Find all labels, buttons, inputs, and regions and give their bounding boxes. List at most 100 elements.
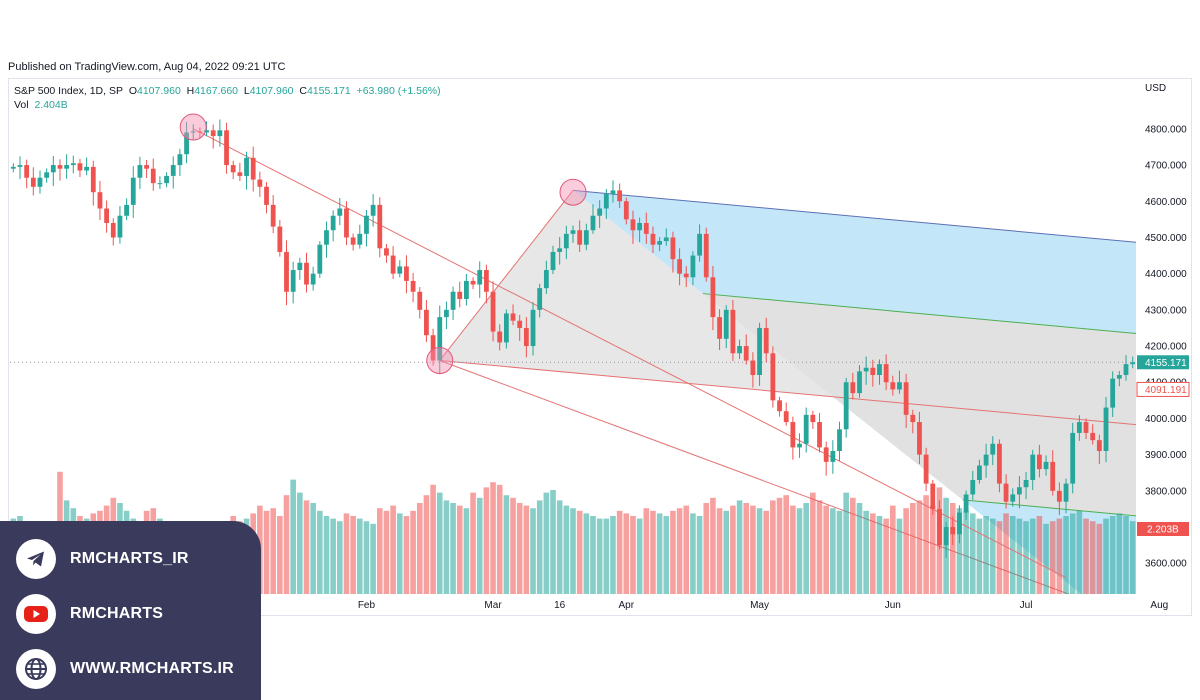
volume-bar bbox=[317, 510, 323, 594]
volume-bar bbox=[523, 505, 530, 594]
candle-body bbox=[563, 233, 569, 249]
volume-bar bbox=[543, 492, 550, 594]
time-axis-label: Jun bbox=[885, 600, 901, 611]
candle-body bbox=[803, 414, 809, 444]
volume-bar bbox=[1016, 518, 1023, 594]
website-row[interactable]: WWW.RMCHARTS.IR bbox=[16, 649, 234, 689]
price-tick-label: 4500.000 bbox=[1145, 233, 1187, 244]
candle-body bbox=[130, 177, 136, 205]
volume-bar bbox=[516, 503, 523, 594]
candle-body bbox=[890, 382, 896, 390]
candle-body bbox=[384, 248, 389, 256]
candle-body bbox=[1010, 494, 1016, 502]
candle-body bbox=[577, 230, 583, 245]
volume-bar bbox=[816, 500, 823, 594]
candle-body bbox=[537, 288, 543, 310]
candle-body bbox=[217, 130, 223, 137]
candle-body bbox=[517, 320, 523, 328]
volume-bar bbox=[277, 516, 283, 594]
candle-body bbox=[903, 382, 909, 415]
candle-body bbox=[490, 291, 496, 332]
volume-tag bbox=[1137, 522, 1189, 536]
candle-body bbox=[650, 233, 656, 245]
volume-bar bbox=[283, 495, 290, 594]
candle-body bbox=[397, 266, 403, 274]
volume-bar bbox=[1056, 518, 1063, 594]
telegram-row[interactable]: RMCHARTS_IR bbox=[16, 539, 189, 579]
candle-body bbox=[550, 251, 556, 271]
candle-body bbox=[297, 262, 303, 271]
candle-body bbox=[503, 313, 509, 343]
volume-bar bbox=[1083, 518, 1089, 594]
volume-bar bbox=[330, 518, 336, 594]
symbol-name: S&P 500 Index, 1D, SP bbox=[14, 85, 123, 97]
candle-body bbox=[630, 219, 636, 231]
volume-bar bbox=[923, 495, 929, 594]
social-badge: RMCHARTS_IR RMCHARTS WWW.RMCHARTS.IR bbox=[0, 521, 261, 700]
candle-body bbox=[870, 367, 876, 376]
candle-body bbox=[97, 192, 103, 209]
high-value: 4167.660 bbox=[194, 85, 239, 97]
volume-value: 2.404B bbox=[34, 99, 68, 111]
candle-body bbox=[783, 411, 789, 423]
volume-bar bbox=[1063, 516, 1069, 594]
volume-bar bbox=[1029, 518, 1036, 594]
volume-bar bbox=[570, 508, 576, 594]
volume-bar bbox=[450, 503, 456, 594]
candle-body bbox=[197, 131, 203, 133]
candle-body bbox=[603, 194, 609, 209]
telegram-handle: RMCHARTS_IR bbox=[70, 550, 189, 567]
candle-body bbox=[84, 166, 90, 171]
candle-body bbox=[1116, 375, 1122, 379]
volume-bar bbox=[1089, 521, 1096, 594]
candle-body bbox=[104, 208, 110, 223]
candle-body bbox=[1003, 483, 1009, 502]
volume-bar bbox=[850, 497, 856, 594]
volume-bar bbox=[1043, 523, 1049, 594]
volume-bar bbox=[630, 516, 636, 594]
candle-body bbox=[144, 165, 149, 169]
volume-bar bbox=[1009, 516, 1016, 594]
last-price-tag bbox=[1137, 355, 1189, 370]
volume-bar bbox=[1123, 516, 1129, 594]
candle-body bbox=[690, 255, 696, 278]
volume-bar bbox=[723, 510, 730, 594]
volume-bar bbox=[536, 500, 543, 594]
candle-body bbox=[450, 291, 456, 310]
candle-body bbox=[437, 317, 443, 361]
candle-body bbox=[337, 208, 343, 216]
volume-bar bbox=[463, 508, 470, 594]
candle-body bbox=[497, 331, 503, 343]
candle-body bbox=[583, 230, 589, 245]
volume-label: Vol bbox=[14, 99, 29, 111]
volume-bar bbox=[756, 508, 763, 594]
volume-bar bbox=[1036, 516, 1043, 594]
candle-body bbox=[817, 422, 822, 448]
pivot-highlight bbox=[559, 178, 587, 206]
candle-body bbox=[324, 230, 329, 245]
candle-body bbox=[923, 454, 929, 484]
candle-body bbox=[364, 215, 369, 234]
candle-body bbox=[837, 429, 842, 452]
volume-bar bbox=[590, 516, 596, 594]
candle-body bbox=[404, 266, 409, 281]
candle-body bbox=[64, 165, 70, 169]
candle-body bbox=[470, 280, 476, 285]
candle-body bbox=[750, 360, 756, 376]
candle-body bbox=[424, 309, 429, 336]
trend-lines bbox=[10, 128, 1136, 579]
candle-body bbox=[717, 317, 722, 339]
volume-bar bbox=[910, 503, 916, 594]
candle-body bbox=[757, 327, 762, 376]
ref-price-tag bbox=[1136, 381, 1190, 397]
candle-body bbox=[777, 400, 782, 412]
candle-body bbox=[943, 527, 949, 546]
candle-body bbox=[970, 479, 976, 495]
volume-bar bbox=[736, 500, 743, 594]
candle-body bbox=[357, 233, 363, 245]
candle-body bbox=[997, 443, 1002, 484]
globe-icon bbox=[16, 649, 56, 689]
youtube-row[interactable]: RMCHARTS bbox=[16, 594, 163, 634]
channel-inner-upper-line bbox=[702, 293, 1136, 334]
candle-body bbox=[810, 414, 816, 423]
